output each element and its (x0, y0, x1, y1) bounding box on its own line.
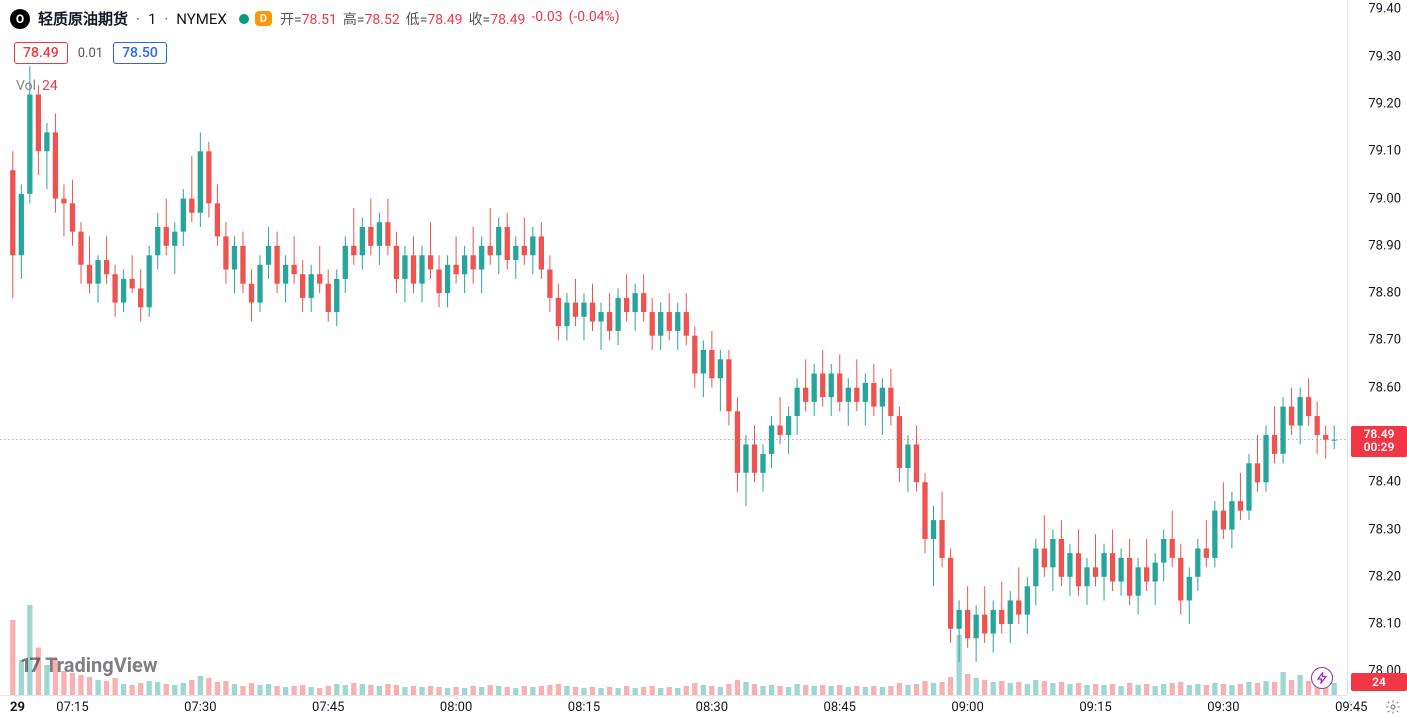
price-tick: 78.40 (1368, 475, 1401, 490)
price-tick: 79.00 (1368, 191, 1401, 206)
volume-indicator[interactable]: Vol24 (16, 78, 58, 94)
price-tick: 79.40 (1368, 2, 1401, 17)
symbol-title[interactable]: 轻质原油期货 (38, 8, 128, 29)
time-axis[interactable]: 29 07:15 07:30 07:45 08:00 08:15 08:30 08:45 09:… (0, 695, 1347, 717)
price-tick: 78.70 (1368, 333, 1401, 348)
bid-badge[interactable]: 78.49 (14, 42, 68, 64)
price-tick: 78.80 (1368, 286, 1401, 301)
spread-label: 0.01 (78, 46, 103, 61)
replay-icon[interactable] (1311, 667, 1333, 689)
price-tick: 78.30 (1368, 522, 1401, 537)
price-tick: 79.10 (1368, 144, 1401, 159)
tradingview-logo-icon: 17 (20, 653, 39, 677)
time-tick: 09:30 (1207, 700, 1239, 715)
time-tick: 29 (10, 700, 25, 715)
chart-interval[interactable]: 1 (148, 10, 156, 28)
symbol-icon[interactable]: O (10, 9, 30, 29)
current-volume-label: 24 (1351, 673, 1407, 691)
price-tick: 78.90 (1368, 238, 1401, 253)
chart-header: O 轻质原油期货 · 1 · NYMEX D 开=78.51 高=78.52 低… (10, 8, 620, 29)
axis-settings-icon[interactable] (1385, 699, 1401, 715)
ask-badge[interactable]: 78.50 (113, 42, 167, 64)
ohlc-display: 开=78.51 高=78.52 低=78.49 收=78.49 -0.03 (-… (280, 9, 620, 29)
price-tick: 78.10 (1368, 617, 1401, 632)
exchange-label: NYMEX (176, 10, 227, 28)
price-tick: 79.20 (1368, 97, 1401, 112)
price-tick: 78.60 (1368, 380, 1401, 395)
current-price-label: 78.4900:29 (1351, 426, 1407, 458)
price-tick: 78.20 (1368, 569, 1401, 584)
time-tick: 08:30 (696, 700, 728, 715)
price-chart[interactable] (0, 0, 1347, 695)
time-tick: 09:45 (1335, 700, 1367, 715)
tradingview-watermark: 17 TradingView (20, 653, 158, 677)
time-tick: 07:15 (56, 700, 88, 715)
time-tick: 09:00 (951, 700, 983, 715)
bid-ask-row: 78.49 0.01 78.50 (14, 42, 167, 64)
countdown-timer: 00:29 (1351, 441, 1407, 455)
current-price-value: 78.49 (1351, 428, 1407, 442)
time-tick: 08:00 (440, 700, 472, 715)
time-tick: 08:45 (824, 700, 856, 715)
time-tick: 07:45 (312, 700, 344, 715)
price-tick: 79.30 (1368, 49, 1401, 64)
price-axis[interactable]: 79.40 79.30 79.20 79.10 79.00 78.90 78.80 78.70… (1347, 0, 1407, 695)
time-tick: 08:15 (568, 700, 600, 715)
market-open-dot (239, 14, 249, 24)
time-tick: 09:15 (1079, 700, 1111, 715)
time-tick: 07:30 (184, 700, 216, 715)
session-badge: D (255, 11, 272, 26)
candlestick-canvas[interactable] (0, 0, 1347, 695)
